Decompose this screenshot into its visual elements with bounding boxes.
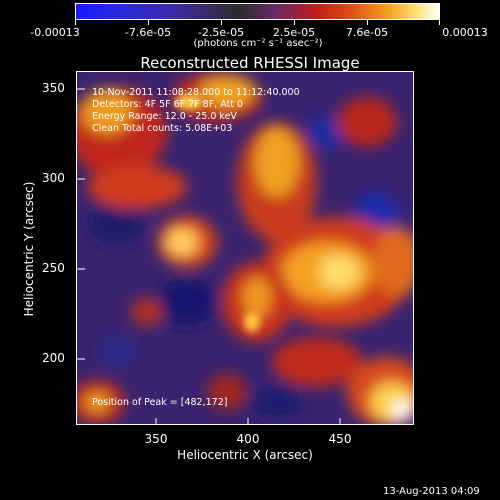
rhessi-image bbox=[76, 71, 414, 425]
datestamp: 13-Aug-2013 04:09 bbox=[383, 486, 480, 497]
clean-counts-text: Clean Total counts: 5.08E+03 bbox=[92, 123, 233, 134]
y-tick-label: 250 bbox=[42, 261, 65, 275]
image-heatmap bbox=[77, 72, 413, 424]
axis-ticks bbox=[77, 88, 341, 424]
colorbar-tick bbox=[367, 19, 368, 25]
plot-title: Reconstructed RHESSI Image bbox=[140, 54, 360, 72]
colorbar-tick bbox=[148, 19, 149, 25]
colorbar-label: 0.00013 bbox=[442, 26, 488, 39]
x-axis-label: Heliocentric X (arcsec) bbox=[177, 448, 313, 462]
colorbar-label: 2.5e-05 bbox=[272, 26, 316, 39]
colorbar-tick bbox=[439, 19, 440, 25]
y-tick-label: 350 bbox=[42, 81, 65, 95]
colorbar-tick bbox=[221, 19, 222, 25]
peak-position-text: Position of Peak = [482,172] bbox=[92, 397, 228, 408]
colorbar-label: 7.6e-05 bbox=[345, 26, 389, 39]
energy-range-text: Energy Range: 12.0 - 25.0 keV bbox=[92, 111, 237, 122]
x-tick-label: 350 bbox=[144, 432, 168, 446]
x-tick-label: 450 bbox=[328, 432, 352, 446]
x-tick-label: 400 bbox=[236, 432, 260, 446]
colorbar-label: -0.00013 bbox=[30, 26, 80, 39]
colorbar-label: -2.5e-05 bbox=[197, 26, 245, 39]
colorbar bbox=[75, 3, 440, 20]
y-axis-label: Heliocentric Y (arcsec) bbox=[22, 181, 36, 317]
colorbar-tick bbox=[75, 19, 76, 25]
detectors-text: Detectors: 4F 5F 6F 7F 8F, Att 0 bbox=[92, 99, 244, 110]
colorbar-label: -7.6e-05 bbox=[124, 26, 172, 39]
y-tick-label: 200 bbox=[42, 351, 65, 365]
y-tick-label: 300 bbox=[42, 171, 65, 185]
time-range-text: 10-Nov-2011 11:08:28.000 to 11:12:40.000 bbox=[92, 87, 300, 98]
colorbar-units: (photons cm⁻² s⁻¹ asec⁻²) bbox=[193, 38, 323, 49]
colorbar-tick bbox=[294, 19, 295, 25]
